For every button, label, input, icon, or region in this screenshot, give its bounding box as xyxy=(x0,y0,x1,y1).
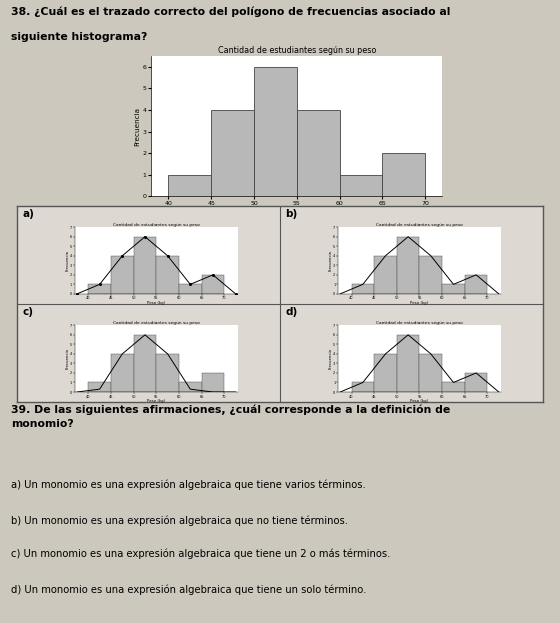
Bar xyxy=(134,335,156,392)
Title: Cantidad de estudiantes según su peso: Cantidad de estudiantes según su peso xyxy=(113,223,200,227)
X-axis label: Peso (kg): Peso (kg) xyxy=(280,208,314,215)
Bar xyxy=(352,284,374,294)
Text: b) Un monomio es una expresión algebraica que no tiene términos.: b) Un monomio es una expresión algebraic… xyxy=(11,515,348,526)
Text: d) Un monomio es una expresión algebraica que tiene un solo término.: d) Un monomio es una expresión algebraic… xyxy=(11,585,367,596)
Bar xyxy=(465,373,488,392)
Bar xyxy=(419,354,442,392)
Title: Cantidad de estudiantes según su peso: Cantidad de estudiantes según su peso xyxy=(376,321,463,325)
Bar xyxy=(179,284,202,294)
Text: a) Un monomio es una expresión algebraica que tiene varios términos.: a) Un monomio es una expresión algebraic… xyxy=(11,479,366,490)
Title: Cantidad de estudiantes según su peso: Cantidad de estudiantes según su peso xyxy=(376,223,463,227)
Bar xyxy=(465,275,488,294)
Bar xyxy=(202,373,225,392)
Bar xyxy=(397,237,419,294)
Bar xyxy=(111,256,134,294)
Bar xyxy=(297,110,339,196)
Bar xyxy=(211,110,254,196)
Bar xyxy=(156,354,179,392)
Bar xyxy=(88,284,111,294)
Text: d): d) xyxy=(285,307,297,316)
Y-axis label: Frecuencia: Frecuencia xyxy=(134,107,140,146)
Bar xyxy=(88,383,111,392)
Bar xyxy=(202,275,225,294)
Bar xyxy=(169,174,211,196)
Y-axis label: Frecuencia: Frecuencia xyxy=(329,348,333,369)
Y-axis label: Frecuencia: Frecuencia xyxy=(329,250,333,271)
X-axis label: Peso (kg): Peso (kg) xyxy=(410,301,428,305)
X-axis label: Peso (kg): Peso (kg) xyxy=(147,301,165,305)
Text: c): c) xyxy=(22,307,33,316)
Bar xyxy=(374,256,397,294)
Title: Cantidad de estudiantes según su peso: Cantidad de estudiantes según su peso xyxy=(218,45,376,55)
Bar xyxy=(156,256,179,294)
Text: 39. De las siguientes afirmaciones, ¿cuál corresponde a la definición de
monomio: 39. De las siguientes afirmaciones, ¿cuá… xyxy=(11,405,450,429)
Text: a): a) xyxy=(22,209,34,219)
Bar xyxy=(111,354,134,392)
Bar xyxy=(179,383,202,392)
Bar xyxy=(419,256,442,294)
Bar xyxy=(374,354,397,392)
Bar xyxy=(397,335,419,392)
Y-axis label: Frecuencia: Frecuencia xyxy=(66,250,69,271)
Text: c) Un monomio es una expresión algebraica que tiene un 2 o más términos.: c) Un monomio es una expresión algebraic… xyxy=(11,549,390,559)
Bar xyxy=(442,284,465,294)
Title: Cantidad de estudiantes según su peso: Cantidad de estudiantes según su peso xyxy=(113,321,200,325)
Text: b): b) xyxy=(285,209,297,219)
Bar xyxy=(382,153,425,196)
X-axis label: Peso (kg): Peso (kg) xyxy=(410,399,428,403)
Bar xyxy=(339,174,382,196)
Text: 38. ¿Cuál es el trazado correcto del polígono de frecuencias asociado al: 38. ¿Cuál es el trazado correcto del pol… xyxy=(11,6,451,17)
Bar xyxy=(442,383,465,392)
Bar xyxy=(352,383,374,392)
Bar xyxy=(134,237,156,294)
X-axis label: Peso (kg): Peso (kg) xyxy=(147,399,165,403)
Y-axis label: Frecuencia: Frecuencia xyxy=(66,348,69,369)
Bar xyxy=(254,67,297,196)
Text: siguiente histograma?: siguiente histograma? xyxy=(11,32,148,42)
